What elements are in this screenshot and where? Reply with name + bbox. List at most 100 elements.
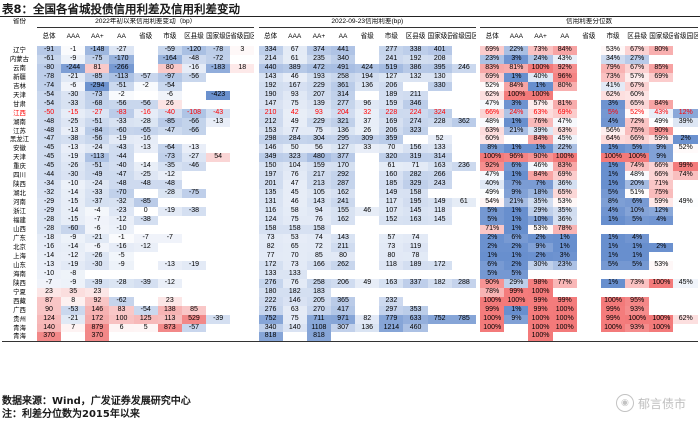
change-cell: -54 [157,81,182,91]
change-cell: -33 [109,117,134,127]
spread-cell: 145 [403,207,428,217]
change-cell: -48 [36,117,62,127]
spread-cell: 752 [427,314,452,324]
quantile-cell [649,91,673,100]
change-cell [230,225,254,234]
quantile-cell: 71% [480,225,505,234]
spread-cell: 45 [282,189,307,199]
table-row: 陕西 -34 -10 -24 -48 -48 -48 201 47 213 287 185 329 243… [2,180,698,190]
quantile-cell: 1% [625,251,650,261]
spread-cell: 180 [258,287,283,297]
spread-cell: 752 [258,314,283,324]
quantile-cell [673,306,698,315]
quantile-cell: 63% [552,126,577,136]
change-cell: -54 [133,305,158,315]
change-cell: 83 [109,305,134,315]
change-cell: -10 [109,225,134,234]
quantile-cell [673,270,698,279]
spread-cell [428,100,452,109]
change-cell: -14 [133,162,158,172]
quantile-cell: 1% [552,242,577,252]
spread-cell: 85 [306,251,331,261]
spread-cell: 258 [330,72,356,82]
quantile-cell: 92% [552,63,577,73]
spread-cell: 212 [258,117,283,127]
quantile-cell: 100% [649,278,674,288]
spread-cell: 124 [258,216,283,226]
change-cell [182,243,206,252]
change-cell: -47 [109,171,134,181]
spread-cell: 229 [306,117,331,127]
quantile-cell [552,332,577,343]
quantile-cell [577,297,601,306]
spread-cell: 136 [355,323,380,333]
change-cell: -16 [181,63,207,73]
change-cell: 81 [85,63,110,73]
change-cell [206,306,230,315]
table-body: 辽宁 -91 -1 -148 -27 -59 -120 -78 3 334 67 374 441 277 3… [2,45,698,343]
spread-cell: 42 [282,108,307,118]
quantile-cell: 29% [504,278,529,288]
quantile-cell: 57% [528,99,553,109]
spread-cell: 52 [427,135,452,145]
quantile-cell: 3% [552,251,577,261]
spread-cell [403,225,427,234]
spread-cell: 163 [403,216,428,226]
spread-cell [403,135,427,144]
change-cell [85,270,109,279]
change-cell: -28 [133,117,158,127]
quantile-cell: 6% [480,260,505,270]
change-cell: -47 [36,135,62,145]
change-cell: -13 [157,260,182,270]
spread-cell: 117 [379,198,404,208]
change-cell [206,288,230,297]
spread-cell: 192 [403,54,428,64]
spread-cell [452,109,476,118]
change-cell [133,332,158,343]
quantile-cell: 6% [504,162,529,172]
change-cell: -19 [109,135,134,145]
quantile-cell: 30% [528,260,553,270]
spread-cell [379,288,403,297]
spread-cell: 309 [355,135,380,145]
quantile-cell [577,315,601,324]
change-cell [182,100,206,109]
change-cell [206,73,230,82]
change-cell: 90 [36,305,62,315]
change-cell: -13 [206,117,231,127]
quantile-cell: 1% [504,144,529,154]
change-cell: -12 [157,171,182,181]
spread-cell: 374 [306,45,331,55]
quantile-cell [673,207,698,216]
spread-cell: 201 [258,180,283,190]
spread-cell: 143 [306,198,331,208]
change-cell: -21 [61,72,86,82]
quantile-note: 注：利差分位数为2015年以来 [2,409,140,420]
spread-cell: 82 [355,314,380,324]
change-cell [157,332,182,343]
quantile-cell: 4% [625,233,650,243]
change-cell: 18 [230,63,255,73]
quantile-cell: 47% [480,171,505,181]
table-row: 湖北 -32 -14 -33 -70 -28 -75 135 45 105 162 149 158 49%… [2,189,698,199]
quantile-cell: 73% [625,278,650,288]
province-cell: 西藏 [13,296,26,305]
quantile-cell: 1% [600,162,626,172]
quantile-cell: 52% [625,108,650,118]
province-cell: 广西 [13,305,26,314]
quantile-cell: 100% [552,323,577,333]
change-cell [230,127,254,136]
change-cell [134,288,158,297]
change-cell: -21 [61,314,86,324]
province-cell: 云南 [13,63,26,72]
spread-cell [428,297,452,306]
spread-cell: 779 [379,314,404,324]
change-cell: -294 [85,81,110,91]
quantile-cell: 54% [480,198,505,208]
change-cell: -48 [181,54,207,64]
change-cell: -28 [109,278,134,288]
spread-cell: 73 [258,233,283,243]
spread-cell: 228 [379,108,404,118]
quantile-cell: 93% [625,323,650,333]
spread-cell [355,225,379,234]
